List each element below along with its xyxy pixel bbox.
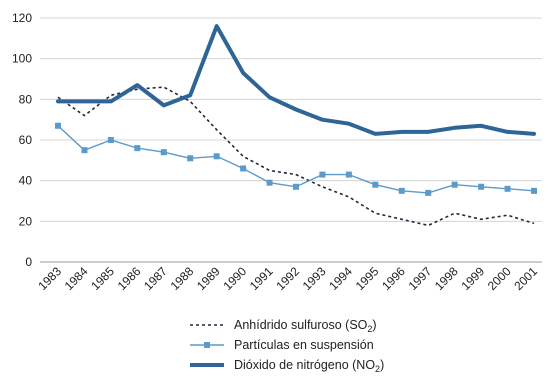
series-3 bbox=[56, 24, 536, 136]
x-tick-label: 2001 bbox=[511, 264, 540, 293]
data-point bbox=[425, 189, 432, 196]
y-tick-label: 40 bbox=[19, 174, 33, 188]
x-tick-label: 1998 bbox=[432, 264, 461, 293]
y-tick-label: 120 bbox=[12, 11, 32, 25]
series-2 bbox=[55, 122, 537, 196]
data-point bbox=[81, 147, 88, 154]
data-point bbox=[160, 149, 167, 156]
x-tick-label: 1991 bbox=[247, 264, 276, 293]
data-point bbox=[451, 181, 458, 188]
legend-label: Anhídrido sulfuroso (SO2) bbox=[234, 318, 377, 334]
y-tick-label: 100 bbox=[12, 52, 32, 66]
data-point bbox=[240, 165, 247, 172]
x-tick-label: 1990 bbox=[220, 264, 249, 293]
data-point bbox=[266, 179, 273, 186]
data-point bbox=[398, 187, 405, 194]
x-axis: 1983198419851986198719881989199019911992… bbox=[35, 264, 540, 293]
series-line bbox=[57, 125, 535, 194]
data-point bbox=[55, 122, 61, 129]
y-tick-label: 60 bbox=[19, 133, 33, 147]
legend-item-3: Dióxido de nitrógeno (NO2) bbox=[190, 358, 384, 374]
data-point bbox=[504, 185, 511, 192]
x-tick-label: 1999 bbox=[458, 264, 487, 293]
x-tick-label: 1983 bbox=[35, 264, 64, 293]
data-point bbox=[372, 181, 379, 188]
x-tick-label: 1989 bbox=[194, 264, 223, 293]
x-tick-label: 2000 bbox=[485, 264, 514, 293]
gridlines bbox=[40, 17, 542, 263]
x-tick-label: 1993 bbox=[300, 264, 329, 293]
y-tick-label: 20 bbox=[19, 214, 33, 228]
y-axis: 0 20 40 60 80 100 120 bbox=[12, 11, 32, 269]
data-point bbox=[319, 171, 326, 178]
x-tick-label: 1995 bbox=[353, 264, 382, 293]
x-tick-label: 1984 bbox=[62, 264, 91, 293]
legend-label: Dióxido de nitrógeno (NO2) bbox=[234, 358, 384, 374]
series-layer bbox=[55, 24, 537, 227]
legend: Anhídrido sulfuroso (SO2) Partículas en s… bbox=[190, 318, 384, 374]
x-tick-label: 1997 bbox=[406, 264, 435, 293]
y-tick-label: 80 bbox=[19, 92, 33, 106]
x-tick-label: 1986 bbox=[115, 264, 144, 293]
x-tick-label: 1985 bbox=[88, 264, 117, 293]
y-tick-label: 0 bbox=[25, 255, 32, 269]
x-tick-label: 1996 bbox=[379, 264, 408, 293]
x-tick-label: 1987 bbox=[141, 264, 170, 293]
data-point bbox=[293, 183, 299, 190]
data-point bbox=[187, 155, 194, 162]
series-1 bbox=[57, 86, 535, 227]
legend-label: Partículas en suspensión bbox=[234, 338, 374, 352]
data-point bbox=[134, 145, 141, 152]
legend-item-1: Anhídrido sulfuroso (SO2) bbox=[190, 318, 377, 334]
x-tick-label: 1992 bbox=[273, 264, 302, 293]
legend-item-2: Partículas en suspensión bbox=[190, 338, 374, 352]
x-tick-label: 1994 bbox=[326, 264, 355, 293]
data-point bbox=[478, 183, 485, 190]
data-point bbox=[345, 171, 352, 178]
x-tick-label: 1988 bbox=[168, 264, 197, 293]
data-point bbox=[531, 187, 537, 194]
legend-marker bbox=[204, 342, 210, 348]
data-point bbox=[213, 153, 220, 160]
series-line bbox=[57, 86, 535, 227]
series-line bbox=[56, 24, 536, 136]
data-point bbox=[107, 137, 114, 143]
